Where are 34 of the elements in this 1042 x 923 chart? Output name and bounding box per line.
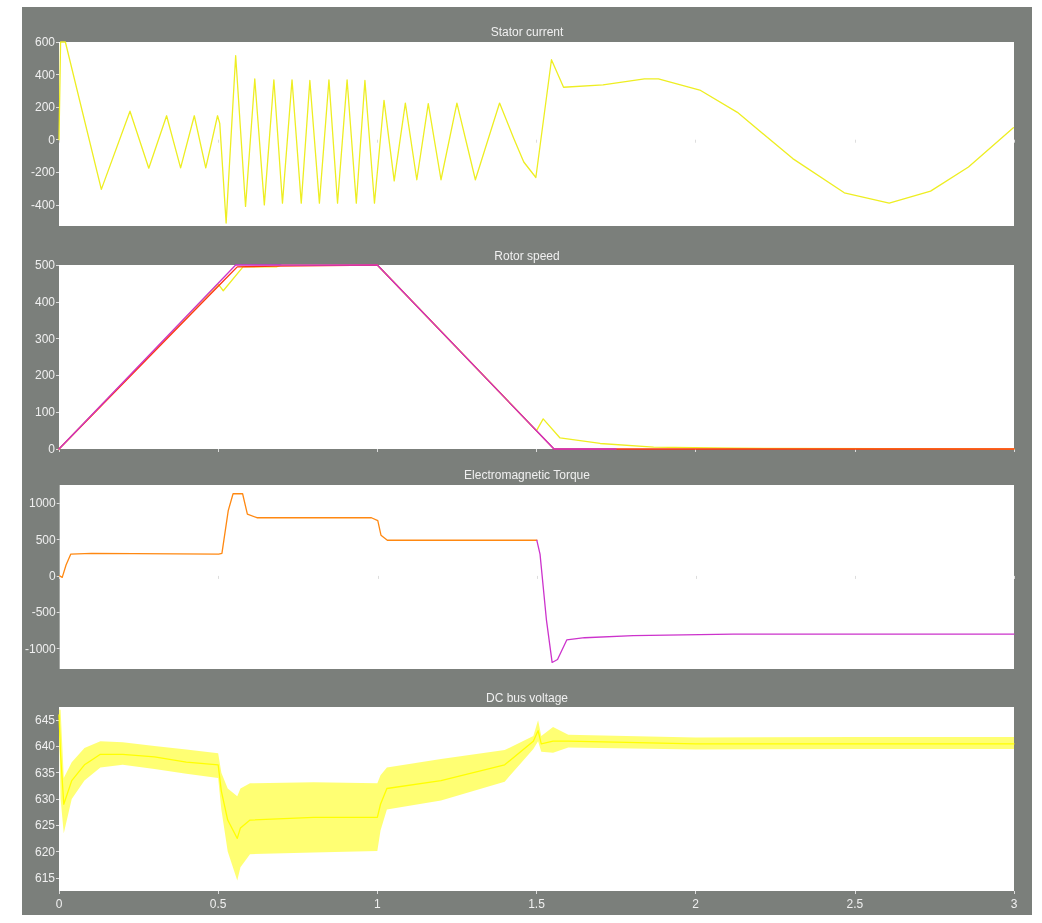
y-tick-label: 635 bbox=[34, 765, 56, 780]
y-tick-label: 620 bbox=[34, 844, 56, 859]
y-tick-label: 640 bbox=[34, 739, 56, 754]
y-tick-label: -1000 bbox=[24, 641, 57, 656]
y-tick-label: 400 bbox=[34, 67, 56, 82]
y-tick-label: 200 bbox=[34, 100, 56, 115]
y-tick-label: 500 bbox=[35, 532, 57, 547]
chart-title: Stator current bbox=[490, 25, 565, 39]
y-tick-label: 100 bbox=[34, 405, 56, 420]
y-tick-label: 615 bbox=[34, 870, 56, 885]
y-tick-label: 200 bbox=[34, 368, 56, 383]
y-tick-label: 400 bbox=[34, 294, 56, 309]
chart-title: Rotor speed bbox=[494, 249, 560, 263]
y-tick-label: 625 bbox=[34, 818, 56, 833]
x-tick-label: 2.5 bbox=[846, 897, 864, 911]
y-tick-label: 630 bbox=[34, 792, 56, 806]
chart-title: Electromagnetic Torque bbox=[464, 468, 591, 482]
chart-title: DC bus voltage bbox=[485, 691, 569, 705]
x-tick-label: 0.5 bbox=[209, 897, 227, 911]
y-tick-label: -500 bbox=[31, 605, 56, 620]
y-tick-label: 0 bbox=[48, 442, 56, 456]
x-tick-label: 3 bbox=[1010, 897, 1018, 911]
y-tick-label: 0 bbox=[48, 132, 56, 147]
x-tick-label: 1.5 bbox=[528, 897, 546, 911]
y-tick-label: -400 bbox=[30, 197, 56, 212]
y-tick-label: 500 bbox=[34, 258, 56, 272]
y-tick-label: 600 bbox=[34, 35, 56, 49]
y-tick-label: 0 bbox=[49, 568, 56, 583]
y-tick-label: 645 bbox=[34, 713, 56, 728]
y-tick-label: 300 bbox=[34, 331, 56, 346]
y-tick-label: -200 bbox=[30, 165, 56, 180]
x-tick-label: 2 bbox=[692, 897, 700, 911]
y-tick-label: 1000 bbox=[28, 496, 57, 511]
x-tick-label: 1 bbox=[373, 897, 381, 911]
